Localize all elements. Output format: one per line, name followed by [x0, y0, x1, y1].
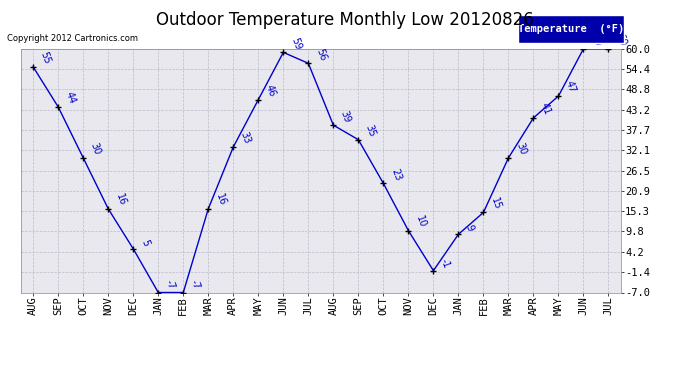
Text: 47: 47	[564, 80, 578, 94]
Text: Outdoor Temperature Monthly Low 20120826: Outdoor Temperature Monthly Low 20120826	[156, 11, 534, 29]
Text: 46: 46	[264, 83, 277, 98]
Text: 10: 10	[414, 214, 428, 229]
Text: 16: 16	[114, 192, 128, 207]
Text: -7: -7	[164, 279, 177, 291]
Text: 39: 39	[339, 109, 353, 124]
Text: 23: 23	[389, 167, 402, 182]
Text: 60: 60	[614, 32, 628, 47]
Text: 16: 16	[214, 192, 228, 207]
Text: 5: 5	[139, 238, 150, 248]
Text: 44: 44	[63, 91, 77, 106]
Text: -1: -1	[439, 257, 452, 269]
Text: 15: 15	[489, 196, 502, 211]
Text: 41: 41	[539, 102, 553, 117]
Text: 35: 35	[364, 123, 377, 138]
Text: -7: -7	[189, 279, 201, 291]
Text: 9: 9	[464, 224, 475, 233]
Text: 60: 60	[589, 32, 602, 47]
Text: 55: 55	[39, 50, 52, 66]
Text: 30: 30	[514, 142, 528, 156]
Text: 33: 33	[239, 130, 253, 146]
Text: Temperature  (°F): Temperature (°F)	[518, 24, 624, 34]
Text: 59: 59	[289, 36, 302, 51]
Text: 30: 30	[89, 142, 102, 156]
Text: 56: 56	[314, 47, 328, 62]
Text: Copyright 2012 Cartronics.com: Copyright 2012 Cartronics.com	[7, 34, 138, 43]
